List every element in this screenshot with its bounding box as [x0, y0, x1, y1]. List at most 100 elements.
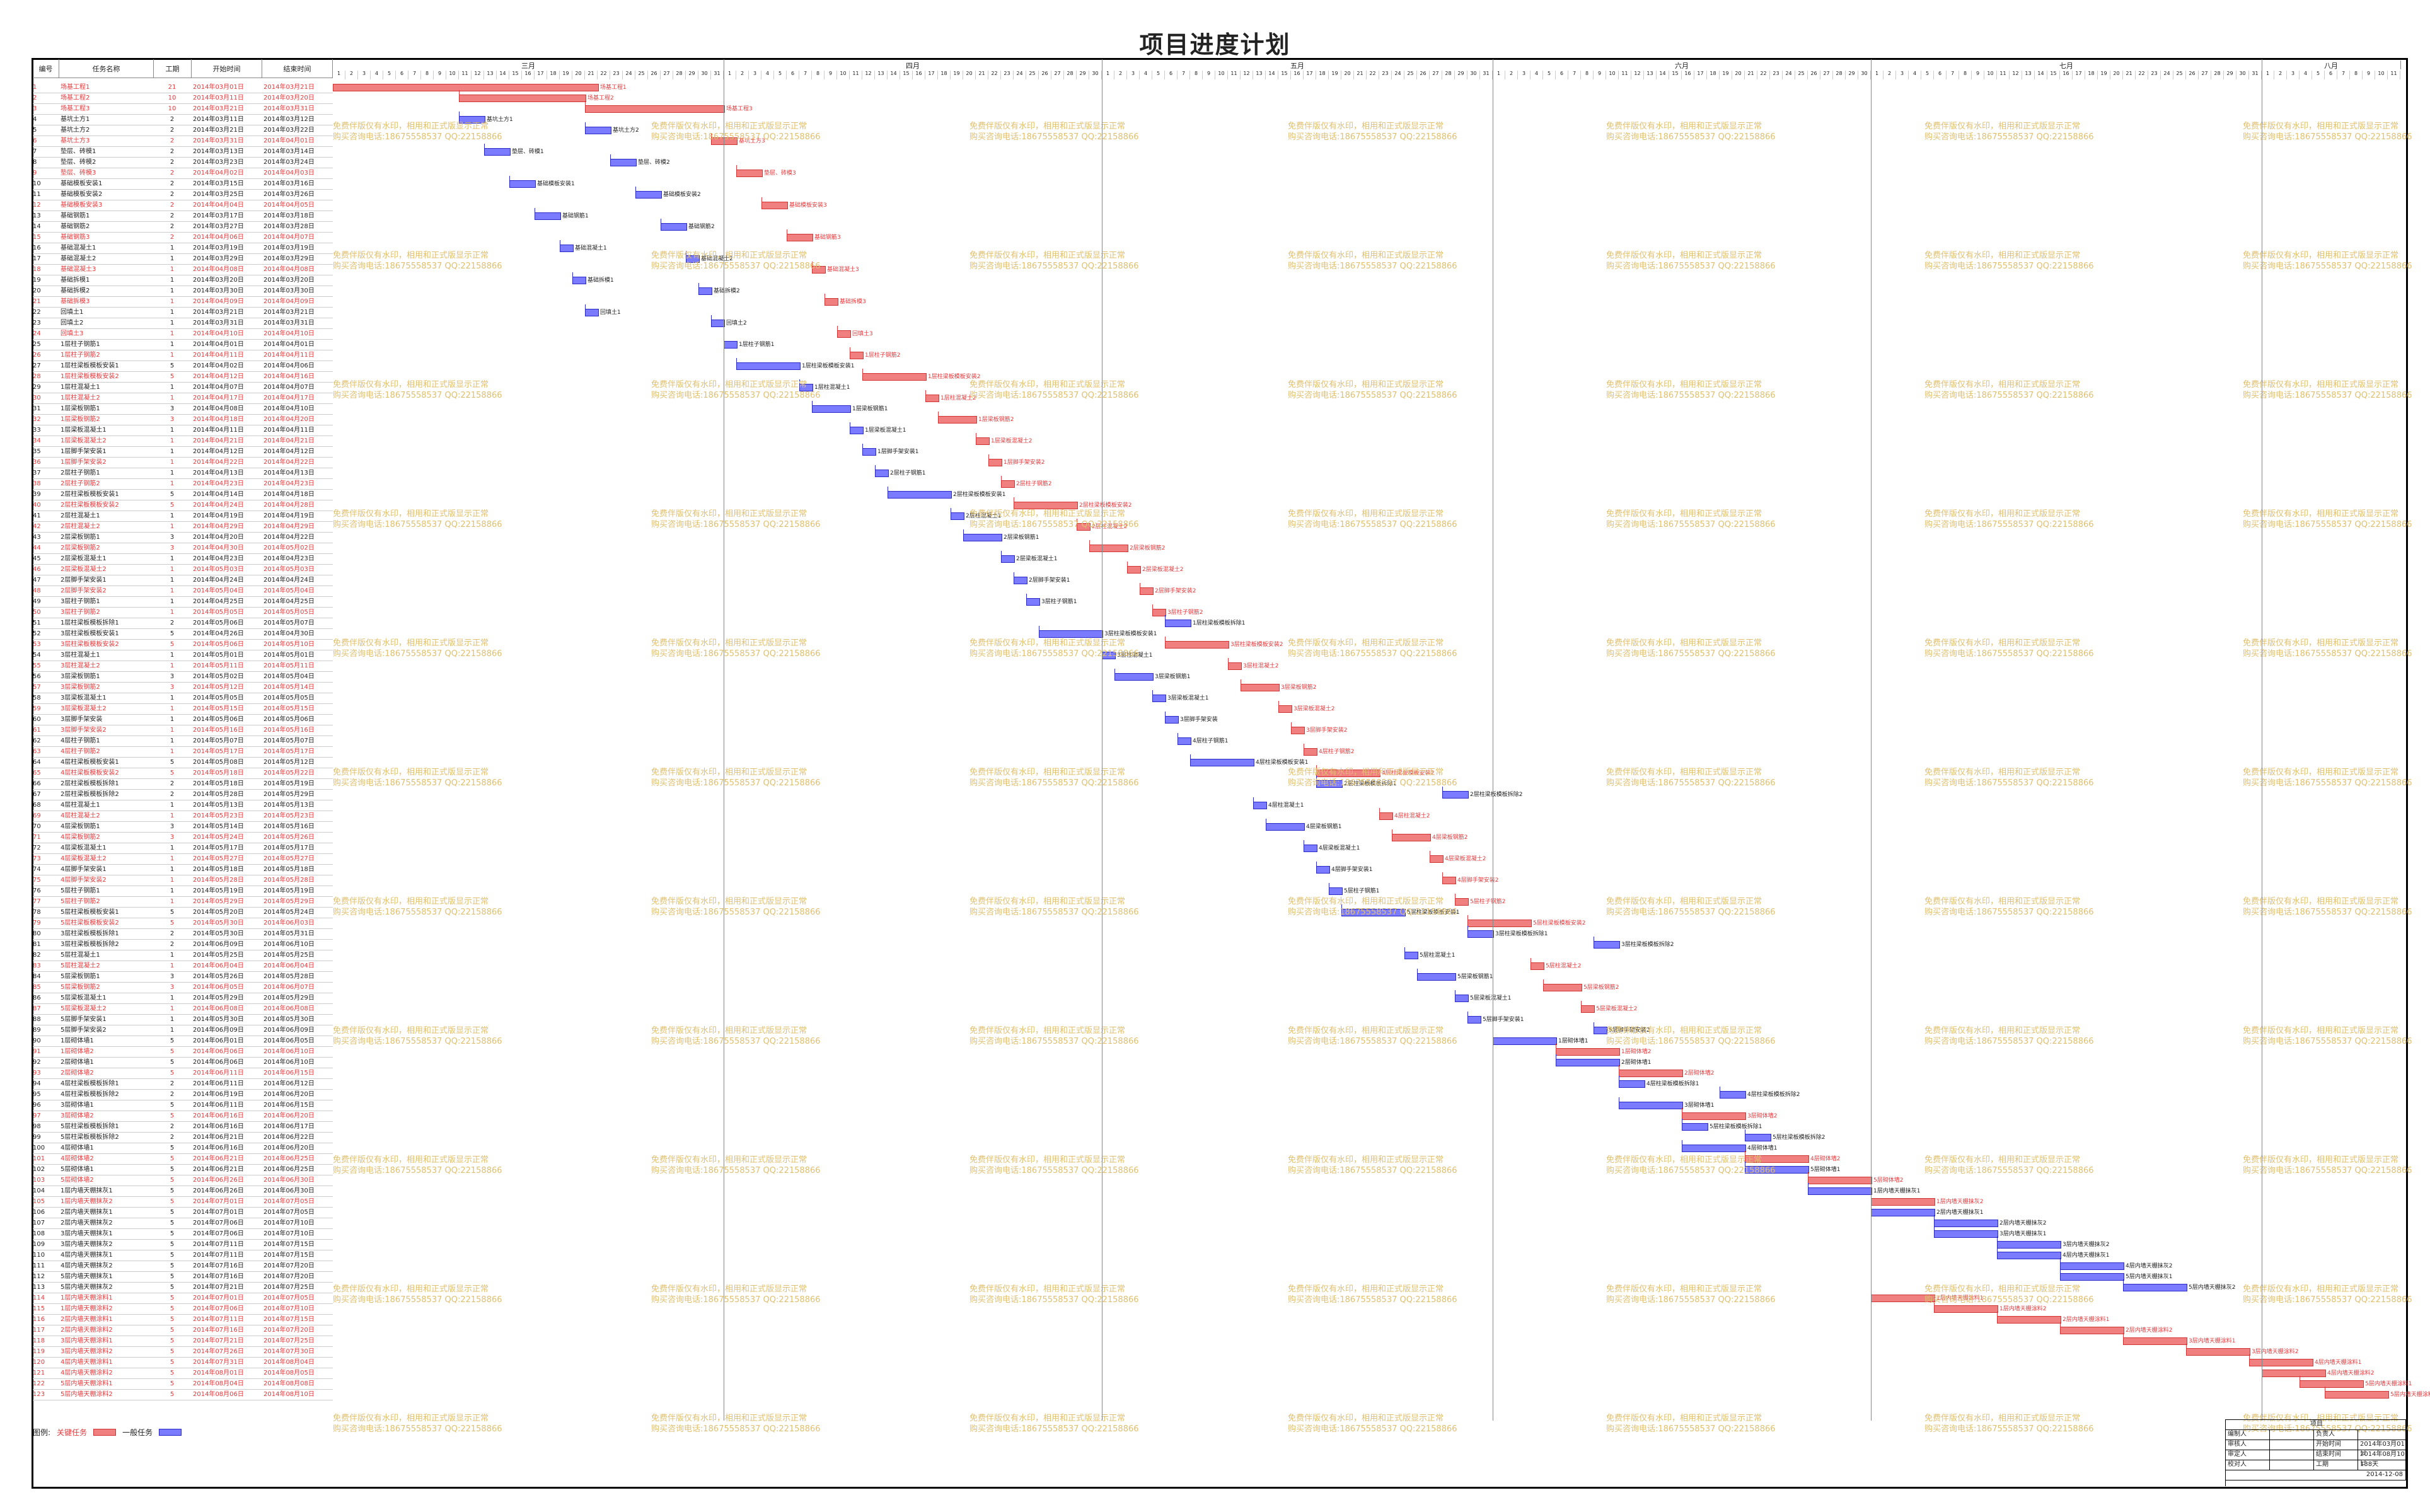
watermark-text: 购买咨询电话:18675558537 QQ:22158866 [1924, 778, 2094, 788]
dependency-link [2060, 1258, 2061, 1264]
task-end: 2014年03月24日 [263, 159, 315, 166]
bar-label: 4层砌体墙1 [1747, 1145, 1778, 1151]
bar-label: 4层柱梁板模板安装1 [1256, 759, 1309, 766]
info-dur-value: 138天 [2358, 1460, 2406, 1470]
table-row: 70 4层梁板钢筋1 3 2014年05月14日 2014年05月16日 [33, 821, 333, 833]
dependency-link [1114, 669, 1115, 675]
task-days: 1 [170, 427, 175, 434]
watermark-text: 免费伴版仅有水印，相用和正式版显示正常 [2243, 638, 2399, 648]
task-end: 2014年06月05日 [263, 1037, 315, 1044]
gantt-bar [1253, 802, 1267, 809]
task-end: 2014年04月07日 [263, 234, 315, 241]
gantt-bar [976, 437, 990, 445]
task-days: 1 [170, 952, 175, 959]
table-row: 41 2层柱混凝土1 1 2014年04月19日 2014年04月19日 [33, 511, 333, 522]
dependency-link [761, 197, 762, 204]
task-name: 5层柱梁板模板安装1 [61, 909, 119, 916]
watermark-text: 免费伴版仅有水印，相用和正式版显示正常 [1606, 122, 1762, 131]
gantt-bar [2249, 1359, 2313, 1366]
task-name: 2层柱混凝土2 [61, 523, 100, 530]
gantt-bar [1594, 1027, 1607, 1034]
task-name: 4层脚手架安装2 [61, 877, 107, 884]
task-days: 1 [170, 1027, 175, 1034]
task-id: 123 [33, 1391, 45, 1398]
task-days: 5 [170, 1273, 175, 1280]
task-start: 2014年06月09日 [193, 941, 244, 948]
task-name: 4层柱梁板模板拆除1 [61, 1080, 119, 1087]
watermark-text: 免费伴版仅有水印，相用和正式版显示正常 [333, 638, 489, 648]
task-id: 77 [33, 898, 41, 905]
task-end: 2014年04月22日 [263, 534, 315, 541]
bar-label: 基础混凝土3 [827, 267, 859, 273]
task-start: 2014年05月17日 [193, 748, 244, 755]
gantt-bar [1001, 480, 1015, 488]
task-id: 36 [33, 459, 41, 466]
gantt-bar [925, 395, 939, 402]
day-label: 17 [925, 71, 938, 79]
dependency-link [862, 369, 863, 375]
task-name: 5层内墙天棚抹灰1 [61, 1273, 113, 1280]
col-header-name: 任务名称 [59, 59, 154, 78]
task-name: 5层柱混凝土1 [61, 952, 100, 959]
table-row: 87 5层梁板混凝土2 1 2014年06月08日 2014年06月08日 [33, 1003, 333, 1015]
bar-label: 4层柱梁板模板拆除1 [1646, 1081, 1699, 1087]
dependency-link [1934, 1215, 1935, 1221]
day-label: 20 [2110, 71, 2123, 79]
task-id: 17 [33, 255, 41, 262]
table-row: 86 5层梁板混凝土1 1 2014年05月29日 2014年05月29日 [33, 993, 333, 1004]
dependency-link [1165, 637, 1166, 643]
table-row: 84 5层梁板钢筋1 3 2014年05月26日 2014年05月28日 [33, 971, 333, 983]
table-row: 68 4层柱混凝土1 1 2014年05月13日 2014年05月13日 [33, 800, 333, 811]
dependency-link [938, 412, 939, 418]
task-name: 基础混凝土1 [61, 245, 96, 251]
info-date: 2014-12-08 [2226, 1470, 2406, 1480]
day-label: 4 [1909, 71, 1921, 79]
task-days: 1 [170, 716, 175, 723]
task-start: 2014年05月28日 [193, 877, 244, 884]
task-name: 2层内墙天棚抹灰1 [61, 1209, 113, 1216]
task-days: 2 [170, 212, 175, 219]
gantt-bar [1001, 555, 1015, 563]
watermark-text: 购买咨询电话:18675558537 QQ:22158866 [2243, 1166, 2412, 1175]
day-label: 4 [2300, 71, 2312, 79]
task-start: 2014年03月11日 [193, 116, 244, 123]
dependency-link [963, 529, 964, 536]
task-days: 1 [170, 555, 175, 562]
watermark-text: 购买咨询电话:18675558537 QQ:22158866 [2243, 520, 2412, 529]
day-label: 10 [1984, 71, 1997, 79]
day-label: 13 [2022, 71, 2035, 79]
day-label: 4 [1530, 71, 1543, 79]
task-days: 1 [170, 887, 175, 894]
gantt-bar [333, 84, 599, 91]
dependency-link [1934, 1301, 1935, 1307]
task-id: 85 [33, 984, 41, 991]
watermark-text: 购买咨询电话:18675558537 QQ:22158866 [1924, 908, 2094, 917]
task-end: 2014年04月23日 [263, 555, 315, 562]
day-label: 14 [2035, 71, 2047, 79]
task-days: 5 [170, 920, 175, 926]
dependency-link [585, 122, 586, 129]
gantt-bar [459, 95, 586, 102]
watermark-text: 购买咨询电话:18675558537 QQ:22158866 [651, 1037, 821, 1046]
dependency-link [1152, 604, 1153, 611]
task-name: 4层砌体墙1 [61, 1145, 94, 1151]
task-days: 3 [170, 405, 175, 412]
task-start: 2014年04月21日 [193, 437, 244, 444]
task-days: 5 [170, 1252, 175, 1259]
task-days: 1 [170, 737, 175, 744]
task-id: 66 [33, 780, 41, 787]
task-days: 5 [170, 1316, 175, 1323]
gantt-bar [1316, 770, 1380, 777]
gantt-bar [1594, 941, 1620, 949]
table-row: 114 1层内墙天棚涂料1 5 2014年07月01日 2014年07月05日 [33, 1293, 333, 1304]
task-id: 53 [33, 641, 41, 648]
task-id: 26 [33, 352, 41, 359]
table-row: 62 4层柱子钢筋1 1 2014年05月07日 2014年05月07日 [33, 736, 333, 747]
task-start: 2014年05月30日 [193, 1016, 244, 1023]
task-name: 垫层、砖模3 [61, 170, 96, 176]
watermark-text: 购买咨询电话:18675558537 QQ:22158866 [1606, 262, 1776, 271]
info-author-value [2270, 1430, 2314, 1440]
day-label: 2 [736, 71, 749, 79]
gantt-bar [1442, 791, 1469, 799]
table-row: 10 基础模板安装1 2 2014年03月15日 2014年03月16日 [33, 178, 333, 190]
